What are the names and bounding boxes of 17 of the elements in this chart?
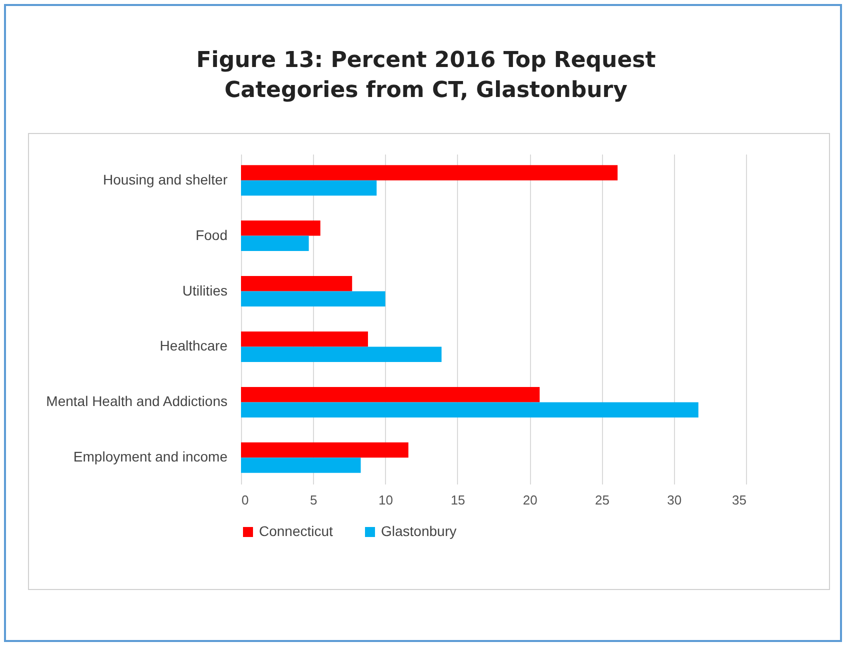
y-tick-label: Employment and income <box>73 448 228 465</box>
x-tick-label: 0 <box>242 492 249 508</box>
y-tick-label: Mental Health and Addictions <box>46 393 228 410</box>
chart-title: Figure 13: Percent 2016 Top Request Categories from CT, Glastonbury <box>195 47 657 105</box>
x-tick-label: 15 <box>450 492 466 508</box>
x-tick-label: 35 <box>732 492 746 508</box>
legend-label: Glastonbury <box>381 523 456 539</box>
y-tick-label: Healthcare <box>160 338 228 354</box>
x-tick-label: 30 <box>667 492 682 508</box>
legend-label: Connecticut <box>259 523 334 539</box>
x-tick-label: 5 <box>310 492 318 508</box>
y-tick-label: Utilities <box>182 282 228 298</box>
x-tick-label: 20 <box>522 492 538 508</box>
y-tick-label: Housing and shelter <box>102 171 228 188</box>
x-tick-label: 25 <box>594 492 610 508</box>
x-tick-label: 10 <box>378 492 394 508</box>
y-tick-label: Food <box>196 226 228 243</box>
